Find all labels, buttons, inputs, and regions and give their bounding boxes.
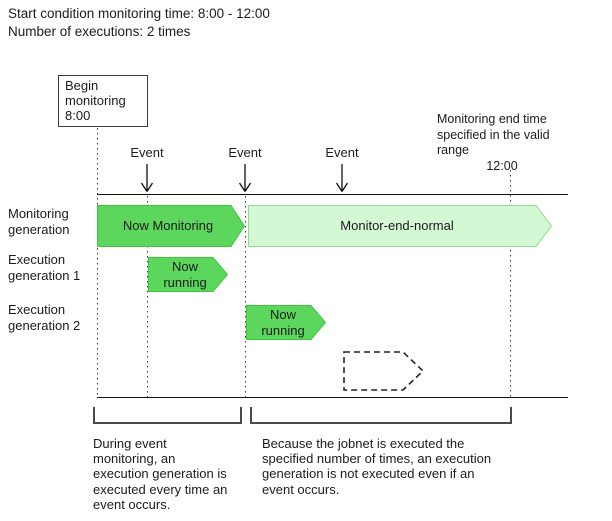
bar-now-running-2-shape [246, 305, 326, 340]
down-arrow-icon [140, 164, 154, 192]
bar-now-monitoring: Now Monitoring [97, 205, 245, 247]
row-label-execution-generation-1: Execution generation 1 [8, 252, 81, 283]
bracket-no-execution-period [250, 407, 512, 424]
down-arrow-icon [335, 164, 349, 192]
event-label: Event [228, 145, 262, 160]
dotted-guideline-end-time [510, 170, 511, 397]
dotted-guideline-event1 [147, 196, 148, 397]
bar-label: Now Monitoring [122, 218, 214, 233]
dotted-guideline-event2 [245, 196, 246, 397]
bar-label: Now running [261, 306, 305, 338]
bar-monitor-end-normal: Monitor-end-normal [248, 205, 552, 247]
bar-monitor-end-normal-shape [248, 205, 552, 247]
note-right: Because the jobnet is executed the speci… [262, 436, 492, 497]
dotted-guideline-begin [97, 128, 98, 397]
down-arrow-icon [238, 164, 252, 192]
dashed-arrow-icon [343, 351, 425, 391]
bar-now-running-2: Now running [246, 305, 326, 340]
bar-now-monitoring-shape [97, 205, 245, 247]
bar-now-running-1-shape [148, 257, 228, 292]
pending-execution-dashed-arrow [343, 351, 425, 391]
row-label-monitoring-generation: Monitoring generation [8, 206, 70, 237]
bar-label: Now running [163, 258, 207, 290]
begin-monitoring-box: Begin monitoring 8:00 [58, 75, 148, 127]
bar-label: Monitor-end-normal [340, 218, 454, 233]
note-left: During event monitoring, an execution ge… [93, 436, 228, 512]
diagram-caption: Start condition monitoring time: 8:00 - … [8, 6, 270, 39]
row-label-execution-generation-2: Execution generation 2 [8, 302, 81, 333]
event-label: Event [325, 145, 359, 160]
monitoring-end-time: 12:00 [486, 158, 518, 173]
monitoring-end-note-text: Monitoring end time specified in the val… [437, 112, 550, 157]
bracket-event-monitoring-period [93, 407, 242, 424]
bar-now-running-1: Now running [148, 257, 228, 292]
bottom-baseline [97, 397, 568, 398]
timeline [97, 194, 568, 195]
event-label: Event [130, 145, 164, 160]
monitoring-end-note: Monitoring end time specified in the val… [437, 112, 567, 174]
